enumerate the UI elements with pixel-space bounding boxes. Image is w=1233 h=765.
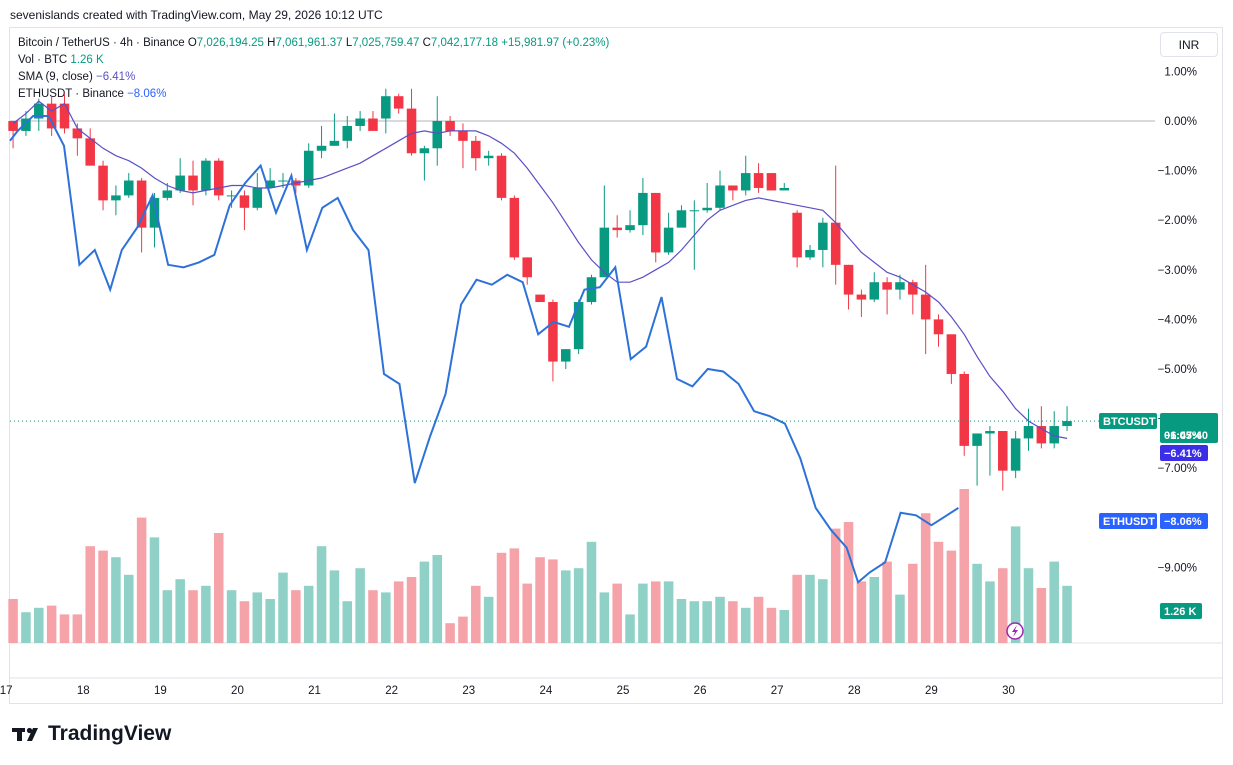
- close-label: C: [422, 37, 431, 49]
- chart-caption: sevenislands created with TradingView.co…: [10, 8, 383, 22]
- high-value: 7,061,961.37: [275, 37, 343, 49]
- sma-label: SMA (9, close): [18, 71, 93, 83]
- volume-value: 1.26 K: [70, 54, 104, 66]
- legend-volume-row[interactable]: Vol · BTC 1.26 K: [18, 52, 609, 69]
- legend-sma-row[interactable]: SMA (9, close) −6.41%: [18, 69, 609, 86]
- currency-button[interactable]: INR: [1160, 32, 1218, 57]
- legend-symbol-row[interactable]: Bitcoin / TetherUS · 4h · Binance O7,026…: [18, 35, 609, 52]
- open-label: O: [187, 37, 197, 49]
- eth-label: ETHUSDT · Binance: [18, 88, 124, 100]
- tradingview-logo[interactable]: TradingView: [12, 722, 171, 746]
- tradingview-logo-icon: [12, 727, 38, 741]
- low-label: L: [345, 37, 353, 49]
- low-value: 7,025,759.47: [352, 37, 420, 49]
- change-value: +15,981.97 (+0.23%): [501, 37, 610, 49]
- high-label: H: [267, 37, 276, 49]
- tradingview-wordmark: TradingView: [48, 722, 172, 745]
- close-value: 7,042,177.18: [430, 37, 499, 49]
- volume-label: Vol · BTC: [18, 54, 68, 66]
- eth-value: −8.06%: [127, 88, 167, 100]
- chart-legend: Bitcoin / TetherUS · 4h · Binance O7,026…: [18, 35, 609, 103]
- symbol-label: Bitcoin / TetherUS · 4h · Binance: [18, 37, 185, 49]
- sma-value: −6.41%: [95, 71, 136, 83]
- open-value: 7,026,194.25: [196, 37, 264, 49]
- chart-frame: [9, 27, 1223, 704]
- legend-eth-row[interactable]: ETHUSDT · Binance −8.06%: [18, 86, 609, 103]
